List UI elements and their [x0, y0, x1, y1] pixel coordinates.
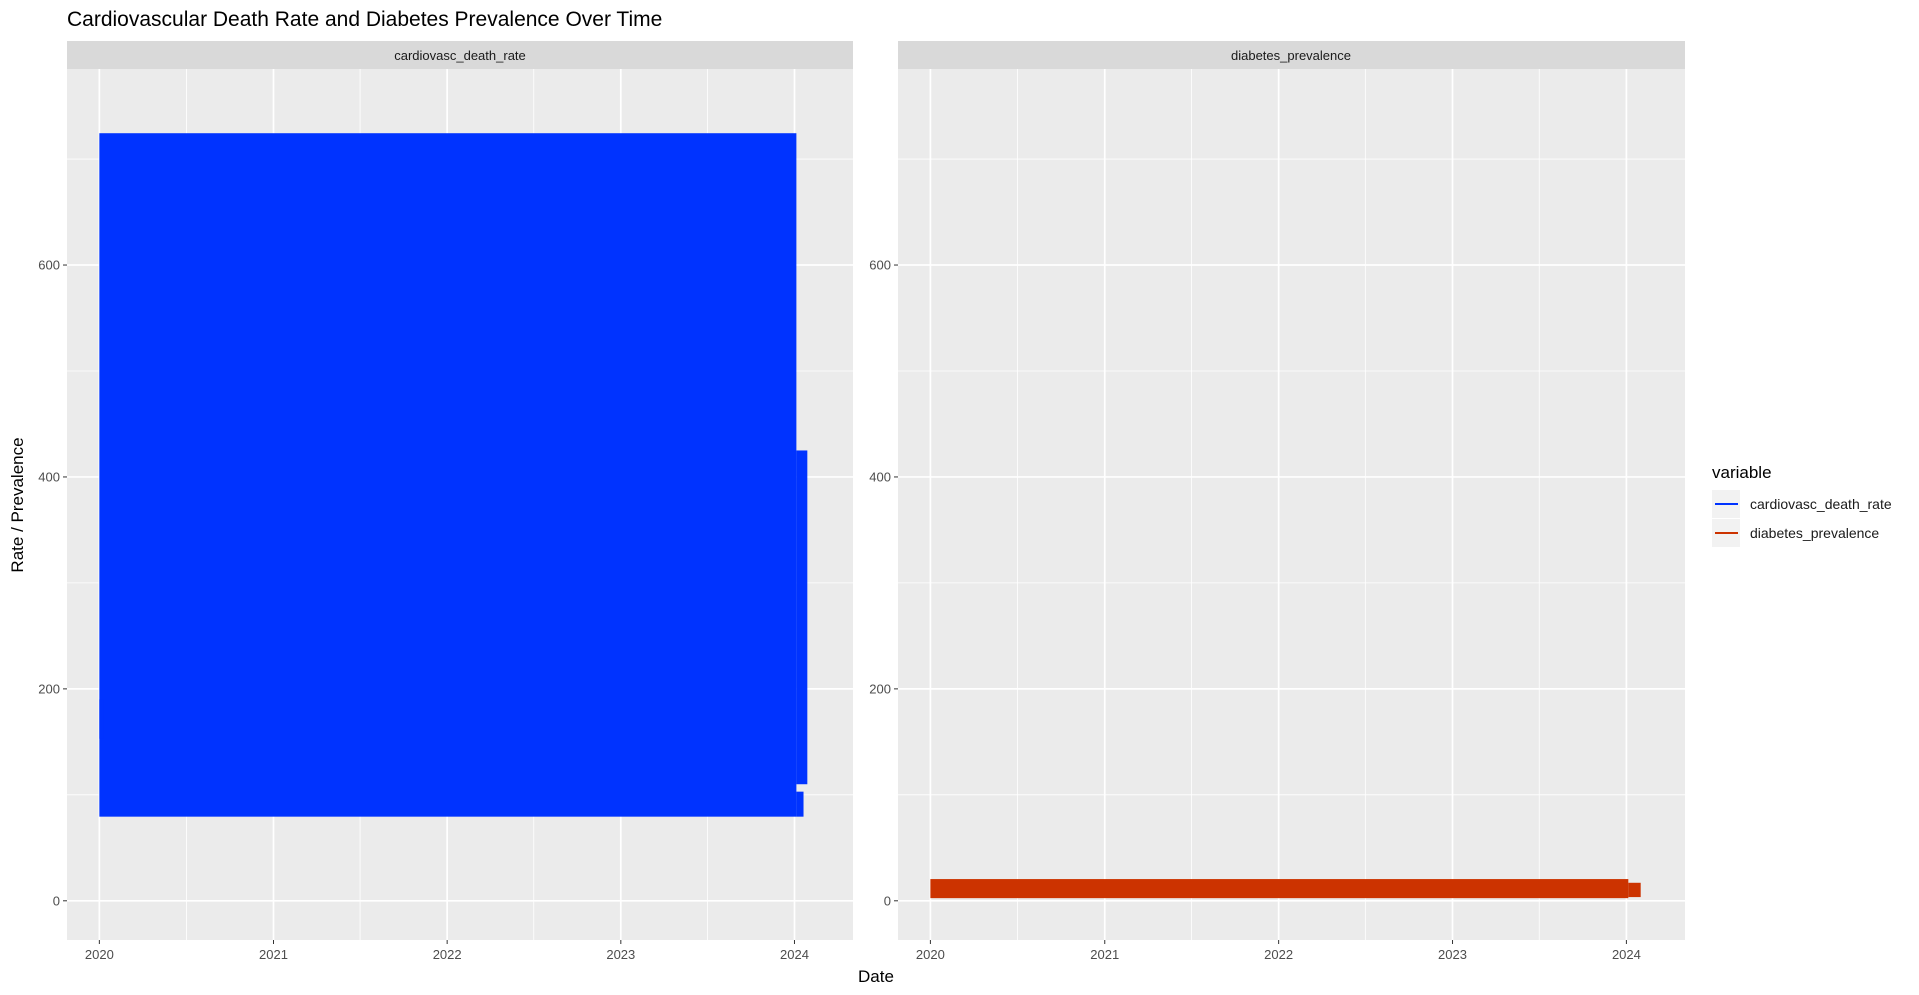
- y-tick-label: 600: [38, 258, 60, 273]
- y-tick-label: 400: [869, 469, 891, 484]
- series-band-cardiovasc-death-rate: [99, 133, 797, 817]
- x-axis-left: 2020 2021 2022 2023 2024: [85, 940, 809, 962]
- x-tick-label: 2023: [1438, 947, 1467, 962]
- x-tick-label: 2020: [916, 947, 945, 962]
- x-tick-label: 2022: [433, 947, 462, 962]
- legend-label-diabetes: diabetes_prevalence: [1750, 525, 1879, 541]
- panel-background-diabetes: [898, 69, 1685, 940]
- series-band-diabetes-prevalence: [930, 879, 1629, 899]
- strip-label-cardiovasc: cardiovasc_death_rate: [394, 48, 526, 63]
- x-tick-label: 2024: [780, 947, 809, 962]
- x-tick-label: 2020: [85, 947, 114, 962]
- series-band-diabetes-prevalence: [1628, 882, 1641, 898]
- x-tick-label: 2021: [259, 947, 288, 962]
- y-tick-label: 200: [38, 681, 60, 696]
- x-tick-label: 2022: [1264, 947, 1293, 962]
- legend-title: variable: [1712, 463, 1772, 482]
- series-band-cardiovasc-death-rate: [99, 699, 104, 739]
- x-axis-right: 2020 2021 2022 2023 2024: [916, 940, 1641, 962]
- x-tick-label: 2023: [606, 947, 635, 962]
- y-tick-label: 0: [53, 893, 60, 908]
- y-tick-label: 0: [884, 893, 891, 908]
- y-axis-right: 0 200 400 600: [869, 258, 898, 908]
- x-axis-title: Date: [858, 967, 894, 986]
- y-axis-title: Rate / Prevalence: [8, 437, 27, 572]
- legend: variable cardiovasc_death_rate diabetes_…: [1712, 463, 1892, 547]
- strip-background-cardiovasc: [67, 41, 853, 69]
- x-tick-label: 2024: [1612, 947, 1641, 962]
- series-band-cardiovasc-death-rate: [796, 450, 808, 785]
- data-right: [930, 879, 1641, 899]
- y-axis-left: 0 200 400 600: [38, 258, 67, 908]
- y-tick-label: 400: [38, 469, 60, 484]
- grid-right: [898, 69, 1714, 940]
- strip-label-diabetes: diabetes_prevalence: [1231, 48, 1351, 63]
- series-band-cardiovasc-death-rate: [796, 791, 804, 817]
- data-left: [99, 133, 808, 817]
- strip-background-diabetes: [898, 41, 1685, 69]
- x-tick-label: 2021: [1090, 947, 1119, 962]
- y-tick-label: 200: [869, 681, 891, 696]
- legend-label-cardiovasc: cardiovasc_death_rate: [1750, 496, 1892, 512]
- y-tick-label: 600: [869, 258, 891, 273]
- chart-title: Cardiovascular Death Rate and Diabetes P…: [67, 8, 662, 31]
